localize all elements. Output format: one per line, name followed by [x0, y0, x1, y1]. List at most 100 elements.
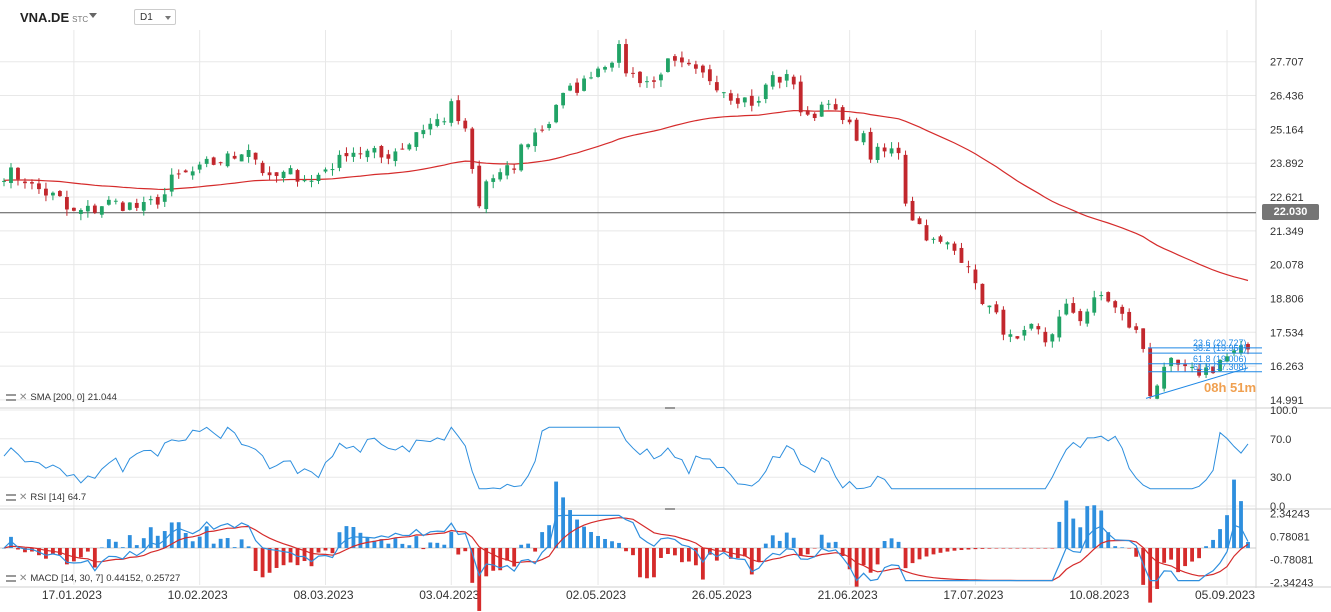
candle-body [120, 202, 125, 211]
candle-body [246, 149, 251, 157]
candle-body [770, 75, 775, 87]
candle-body [854, 119, 859, 141]
x-tick-label: 26.05.2023 [692, 588, 752, 602]
macd-histogram-bar [113, 541, 118, 548]
candle-body [1239, 345, 1243, 354]
settings-lines-icon[interactable] [6, 394, 16, 401]
candle-body [1029, 323, 1034, 329]
candle-body [714, 82, 719, 91]
close-icon[interactable]: ✕ [19, 392, 28, 403]
macd-histogram-bar [23, 548, 27, 553]
candle-body [1162, 366, 1167, 389]
y-tick-label: 23.892 [1270, 158, 1304, 170]
candle-body [1183, 364, 1188, 367]
candle-body [225, 153, 230, 167]
candle-body [1169, 357, 1174, 367]
candle-body [51, 192, 55, 196]
candle-body [288, 168, 293, 175]
macd-histogram-bar [624, 548, 628, 552]
candle-body [169, 174, 174, 192]
macd-histogram-bar [861, 548, 866, 566]
macd-histogram-bar [1246, 542, 1250, 548]
macd-histogram-bar [260, 548, 265, 578]
settings-lines-icon[interactable] [6, 575, 16, 582]
rsi-indicator-label: ✕ RSI [14] 64.7 [6, 492, 86, 503]
candle-body [1043, 331, 1048, 343]
macd-histogram-bar [218, 538, 223, 548]
macd-histogram-bar [1190, 548, 1195, 562]
candle-body [414, 132, 419, 147]
macd-histogram-bar [190, 541, 195, 548]
macd-histogram-bar [840, 548, 845, 556]
macd-indicator-label: ✕ MACD [14, 30, 7] 0.44152, 0.25727 [6, 573, 180, 584]
macd-histogram-bar [44, 548, 48, 559]
symbol-selector[interactable]: VNA.DE STC [20, 10, 88, 25]
macd-histogram-bar [106, 539, 111, 548]
macd-histogram-bar [1134, 548, 1139, 557]
candle-body [652, 80, 656, 82]
rsi-line [3, 426, 1249, 490]
macd-histogram-bar [868, 548, 873, 573]
macd-tick-label: -2.34243 [1270, 578, 1313, 590]
macd-histogram-bar [784, 532, 789, 548]
macd-histogram-bar [987, 548, 992, 549]
timeframe-select[interactable]: D1 [134, 9, 176, 25]
macd-histogram-bar [337, 532, 342, 548]
candle-body [910, 200, 915, 221]
candle-body [735, 98, 740, 104]
settings-lines-icon[interactable] [6, 494, 16, 501]
candle-body [840, 107, 845, 121]
macd-histogram-bar [148, 527, 153, 548]
close-icon[interactable]: ✕ [19, 492, 28, 503]
macd-histogram-bar [547, 525, 552, 548]
candle-body [561, 92, 566, 106]
candle-body [23, 181, 27, 184]
sma-indicator-label: ✕ SMA [200, 0] 21.044 [6, 392, 117, 403]
y-tick-label: 14.991 [1270, 395, 1304, 407]
candle-body [819, 104, 824, 117]
candle-body [666, 58, 670, 72]
macd-histogram-bar [1001, 548, 1006, 549]
candle-body [568, 85, 573, 91]
macd-histogram-bar [854, 548, 859, 587]
candle-body [2, 180, 6, 182]
candle-body [631, 72, 635, 74]
y-tick-label: 22.621 [1270, 192, 1304, 204]
sma-line [3, 109, 1249, 282]
candle-body [176, 173, 181, 175]
candle-body [477, 165, 482, 207]
macd-histogram-bar [1239, 501, 1243, 548]
macd-histogram-bar [2, 548, 6, 549]
macd-histogram-bar [484, 548, 489, 577]
candle-body [624, 44, 628, 74]
candle-body [742, 97, 747, 103]
candle-body [1120, 306, 1125, 314]
macd-histogram-bar [826, 542, 831, 548]
candle-body [57, 191, 62, 197]
macd-histogram-bar [1078, 527, 1083, 548]
macd-histogram-bar [980, 548, 985, 549]
macd-histogram-bar [903, 548, 908, 569]
macd-histogram-bar [344, 526, 349, 548]
candle-body [1141, 328, 1146, 349]
macd-histogram-bar [631, 548, 635, 556]
macd-histogram-bar [952, 548, 957, 551]
candle-body [197, 164, 202, 170]
candle-body [575, 82, 579, 93]
candle-body [393, 151, 398, 162]
macd-histogram-bar [575, 519, 579, 548]
macd-histogram-bar [498, 548, 503, 571]
close-icon[interactable]: ✕ [19, 573, 28, 584]
rsi-value: 64.7 [67, 492, 87, 503]
candle-body [162, 194, 167, 202]
macd-histogram-bar [833, 541, 838, 548]
candle-body [973, 269, 978, 284]
candle-body [372, 148, 377, 153]
chevron-down-icon[interactable] [89, 13, 97, 18]
macd-histogram-bar [938, 548, 943, 553]
candle-body [1113, 301, 1118, 308]
candle-body [826, 103, 831, 105]
macd-histogram-bar [204, 526, 209, 548]
fib-label: 23.6 (20.727) [1193, 338, 1247, 348]
